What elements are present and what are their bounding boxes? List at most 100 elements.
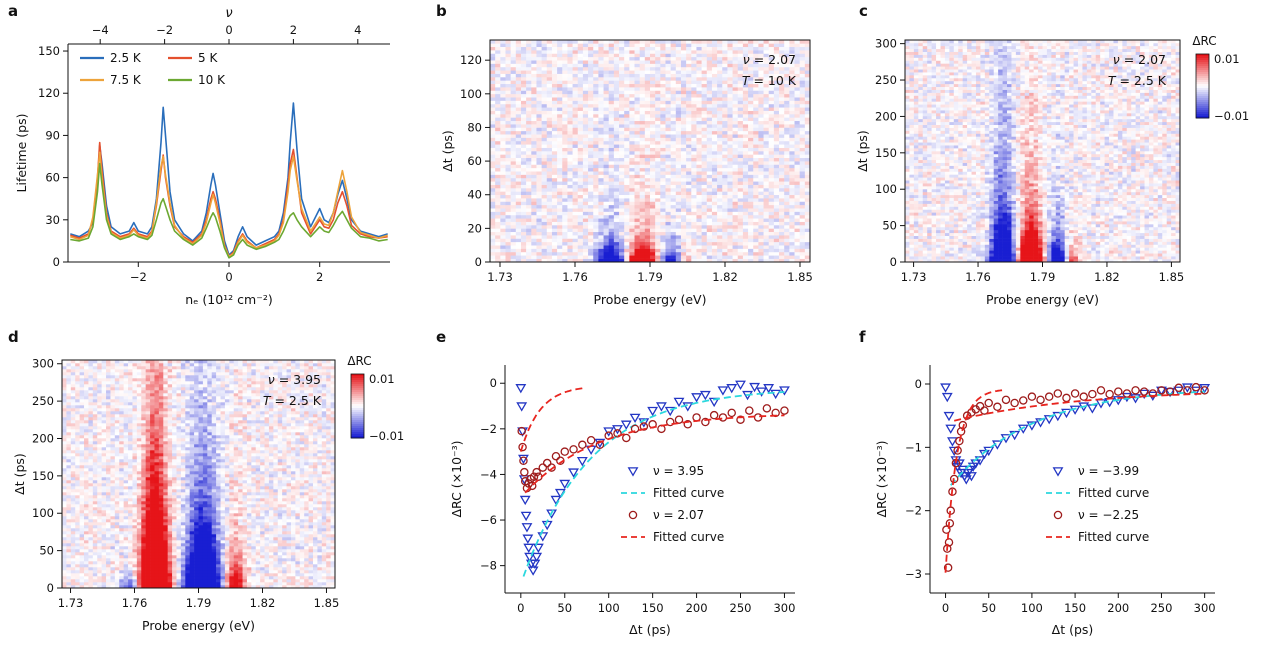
svg-text:ν = 3.95: ν = 3.95: [653, 464, 704, 478]
svg-text:T = 10 K: T = 10 K: [742, 73, 797, 88]
svg-text:2: 2: [290, 23, 297, 37]
panel-d-axes: 1.73 1.76 1.79 1.82 1.85 0 50 100 150 200 250 300 Pr…: [12, 354, 404, 633]
svg-text:1.76: 1.76: [562, 270, 588, 284]
svg-text:4: 4: [354, 23, 361, 37]
svg-text:1.85: 1.85: [314, 596, 340, 610]
svg-text:150: 150: [642, 601, 664, 615]
svg-text:150: 150: [32, 469, 54, 483]
svg-text:20: 20: [467, 221, 482, 235]
svg-text:0: 0: [490, 376, 497, 390]
svg-text:−4: −4: [92, 23, 109, 37]
svg-text:50: 50: [557, 601, 572, 615]
svg-text:80: 80: [467, 120, 482, 134]
svg-text:300: 300: [1194, 601, 1216, 615]
svg-text:T = 2.5 K: T = 2.5 K: [263, 393, 322, 408]
svg-text:ν = −3.99: ν = −3.99: [1078, 464, 1139, 478]
svg-text:200: 200: [32, 431, 54, 445]
svg-text:200: 200: [1107, 601, 1129, 615]
panel-label-d: d: [8, 328, 19, 346]
svg-text:100: 100: [460, 87, 482, 101]
svg-text:300: 300: [875, 37, 897, 51]
svg-text:1.85: 1.85: [787, 270, 813, 284]
svg-text:Probe energy (eV): Probe energy (eV): [142, 618, 255, 633]
svg-text:ν = −2.25: ν = −2.25: [1078, 508, 1139, 522]
svg-text:1.79: 1.79: [186, 596, 212, 610]
svg-text:0: 0: [942, 601, 949, 615]
svg-text:0: 0: [225, 23, 232, 37]
svg-text:−8: −8: [480, 559, 497, 573]
svg-text:ν = 2.07: ν = 2.07: [653, 508, 704, 522]
svg-text:0: 0: [53, 255, 60, 269]
svg-text:30: 30: [45, 213, 60, 227]
svg-text:Δt (ps): Δt (ps): [629, 622, 671, 637]
svg-text:Probe energy (eV): Probe energy (eV): [986, 292, 1099, 307]
svg-text:1.79: 1.79: [1030, 270, 1056, 284]
panel-f-chart: 0 50 100 150 200 250 300 0 −1 −2 −3 Δt (ps) ΔRC (×10…: [845, 322, 1269, 645]
svg-text:250: 250: [1150, 601, 1172, 615]
svg-text:90: 90: [45, 128, 60, 142]
svg-text:200: 200: [686, 601, 708, 615]
svg-text:250: 250: [730, 601, 752, 615]
svg-text:Lifetime (ps): Lifetime (ps): [14, 114, 29, 193]
svg-text:1.82: 1.82: [712, 270, 738, 284]
panel-b-axes: 1.73 1.76 1.79 1.82 1.85 0 20 40 60 80 100 120 Probe…: [440, 39, 813, 307]
panel-f-legend: ν = −3.99 Fitted curve ν = −2.25 Fitted cur…: [1046, 464, 1149, 544]
svg-text:0: 0: [225, 270, 232, 284]
svg-text:ν = 2.07: ν = 2.07: [1113, 52, 1166, 67]
panel-c: c 1.73 1.76 1.79 1.82 1.85 0 50 100 150 200 250 300…: [845, 0, 1269, 322]
svg-text:ΔRC (×10⁻³): ΔRC (×10⁻³): [874, 440, 889, 517]
panel-label-a: a: [8, 2, 19, 20]
panel-d-heatmap: [62, 360, 335, 588]
svg-text:150: 150: [1064, 601, 1086, 615]
svg-text:0: 0: [517, 601, 524, 615]
svg-text:ΔRC: ΔRC: [347, 354, 371, 368]
svg-text:−4: −4: [480, 467, 497, 481]
panel-e-legend: ν = 3.95 Fitted curve ν = 2.07 Fitted curve: [621, 464, 724, 544]
svg-text:−6: −6: [480, 513, 497, 527]
panel-b-chart: 1.73 1.76 1.79 1.82 1.85 0 20 40 60 80 100 120 Probe…: [420, 0, 845, 322]
svg-text:1.82: 1.82: [250, 596, 276, 610]
svg-text:0: 0: [890, 255, 897, 269]
svg-text:ν = 3.95: ν = 3.95: [268, 372, 321, 387]
panel-b: b 1.73 1.76 1.79 1.82 1.85 0 20 40 60 80 100 120 Pro…: [420, 0, 845, 322]
svg-text:Δt (ps): Δt (ps): [1052, 622, 1094, 637]
svg-text:−2: −2: [156, 23, 173, 37]
svg-text:200: 200: [875, 109, 897, 123]
panel-f-plot: 0 50 100 150 200 250 300 0 −1 −2 −3 Δt (ps) ΔRC (×10…: [874, 365, 1216, 637]
svg-text:50: 50: [981, 601, 996, 615]
svg-text:T = 2.5 K: T = 2.5 K: [1108, 73, 1167, 88]
panel-d: d 1.73 1.76 1.79 1.82 1.85 0 50 100 150 200 250 300…: [0, 322, 420, 645]
svg-text:−0.01: −0.01: [369, 429, 404, 443]
svg-text:10 K: 10 K: [198, 73, 226, 87]
svg-text:150: 150: [38, 44, 60, 58]
svg-text:1.73: 1.73: [901, 270, 927, 284]
svg-text:5 K: 5 K: [198, 51, 218, 65]
svg-text:0: 0: [47, 581, 54, 595]
svg-text:−2: −2: [130, 270, 147, 284]
svg-text:ν = 2.07: ν = 2.07: [743, 52, 796, 67]
svg-text:7.5 K: 7.5 K: [110, 73, 142, 87]
svg-text:−0.01: −0.01: [1214, 109, 1249, 123]
svg-text:Fitted curve: Fitted curve: [653, 486, 724, 500]
svg-text:120: 120: [38, 86, 60, 100]
svg-text:1.82: 1.82: [1094, 270, 1120, 284]
svg-text:1.76: 1.76: [965, 270, 991, 284]
svg-text:100: 100: [875, 182, 897, 196]
svg-text:−1: −1: [905, 440, 922, 454]
svg-text:100: 100: [1021, 601, 1043, 615]
svg-text:100: 100: [32, 506, 54, 520]
panel-d-colorbar: ΔRC 0.01 −0.01: [347, 354, 404, 443]
svg-text:Probe energy (eV): Probe energy (eV): [594, 292, 707, 307]
svg-text:0: 0: [475, 255, 482, 269]
svg-text:250: 250: [32, 394, 54, 408]
svg-text:Fitted curve: Fitted curve: [653, 530, 724, 544]
svg-text:60: 60: [45, 171, 60, 185]
svg-text:120: 120: [460, 53, 482, 67]
svg-text:Fitted curve: Fitted curve: [1078, 530, 1149, 544]
svg-text:1.73: 1.73: [487, 270, 513, 284]
svg-text:300: 300: [773, 601, 795, 615]
panel-e: e 0 50 100 150 200 250 300 0 −2 −4 −6 −8 Δt (ps) ΔRC …: [420, 322, 845, 645]
panel-label-c: c: [859, 2, 868, 20]
panel-label-e: e: [436, 328, 447, 346]
